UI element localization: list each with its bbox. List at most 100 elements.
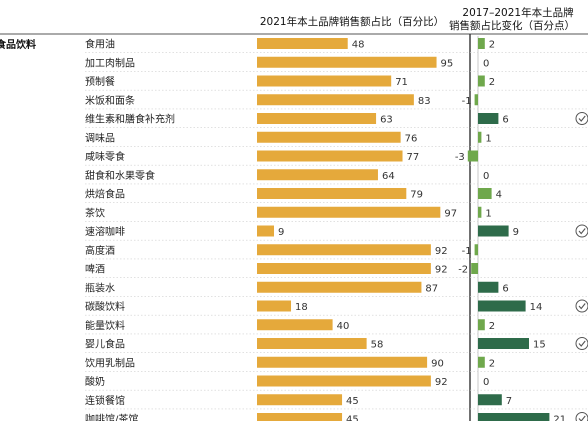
change-bar [478, 319, 485, 331]
category-label: 茶饮 [85, 206, 105, 219]
change-value-label: 9 [513, 227, 519, 238]
share-bar [257, 113, 377, 124]
change-bar [478, 356, 485, 368]
category-label: 米饭和面条 [85, 94, 135, 107]
change-value-label: 2 [489, 321, 495, 332]
panel2-title-line2: 销售额占比变化（百分点） [449, 19, 575, 32]
change-value-label: 6 [502, 115, 508, 126]
share-value-label: 63 [380, 115, 393, 126]
share-bar [257, 150, 403, 162]
change-bar [478, 113, 499, 124]
check-circle-icon [575, 337, 588, 350]
share-value-label: 58 [371, 340, 384, 351]
share-value-label: 79 [410, 190, 423, 201]
category-label: 预制餐 [85, 75, 115, 88]
share-value-label: 83 [418, 96, 431, 107]
change-bar [471, 263, 478, 274]
share-value-label: 9 [278, 227, 284, 238]
share-bar [257, 131, 401, 143]
category-label: 饮用乳制品 [85, 356, 135, 369]
category-label: 甜食和水果零食 [85, 169, 155, 182]
category-label: 高度酒 [85, 244, 115, 257]
share-value-label: 97 [444, 208, 457, 219]
check-mark-icon [578, 115, 586, 122]
check-circle-icon [575, 224, 588, 238]
change-value-label: -1 [462, 246, 472, 257]
change-bar [478, 338, 529, 349]
share-bar [257, 263, 431, 274]
share-bar [257, 244, 431, 256]
category-label: 能量饮料 [85, 319, 125, 332]
share-bar [257, 56, 437, 68]
change-value-label: 2 [489, 77, 495, 88]
check-mark-icon [578, 415, 586, 422]
category-label: 婴儿食品 [85, 338, 125, 351]
change-value-label: 14 [530, 302, 543, 313]
share-value-label: 95 [441, 58, 454, 69]
change-value-label: 0 [483, 377, 489, 388]
check-circle-icon [575, 299, 588, 313]
share-bar [257, 319, 333, 331]
share-bar [257, 281, 422, 293]
share-value-label: 18 [295, 302, 308, 313]
change-value-label: -2 [458, 265, 468, 276]
share-bar [257, 225, 275, 237]
share-value-label: 71 [395, 77, 408, 88]
change-bar [478, 206, 482, 218]
change-value-label: 21 [553, 415, 566, 422]
change-value-label: 0 [483, 171, 489, 182]
category-label: 烘焙食品 [85, 188, 125, 201]
change-bar [478, 38, 485, 49]
share-bar [257, 188, 407, 199]
share-value-label: 92 [435, 377, 448, 388]
change-bar [474, 94, 478, 106]
share-value-label: 77 [407, 152, 420, 163]
change-value-label: 7 [506, 396, 512, 407]
change-bar [478, 281, 499, 293]
share-value-label: 90 [431, 358, 444, 369]
share-value-label: 92 [435, 246, 448, 257]
share-bar [257, 94, 414, 106]
category-label: 咖啡馆/茶馆 [85, 413, 138, 422]
category-label: 加工肉制品 [85, 56, 135, 69]
category-label: 碳酸饮料 [85, 300, 125, 313]
change-bar [478, 75, 485, 87]
category-label: 啤酒 [85, 264, 105, 276]
share-value-label: 45 [346, 396, 359, 407]
change-bar [478, 413, 550, 424]
change-bar [478, 225, 509, 237]
check-mark-icon [578, 340, 586, 347]
category-label: 速溶咖啡 [85, 225, 125, 238]
check-mark-icon [578, 303, 586, 310]
category-label: 食用油 [85, 38, 115, 51]
share-bar [257, 394, 343, 406]
change-bar [474, 244, 478, 256]
share-value-label: 48 [352, 40, 365, 51]
category-label: 瓶装水 [85, 281, 115, 294]
change-bar [478, 188, 492, 199]
category-label: 调味品 [85, 132, 115, 144]
share-bar [257, 169, 378, 181]
change-value-label: 4 [496, 190, 502, 201]
share-value-label: 45 [346, 415, 359, 422]
change-bar [478, 394, 502, 406]
share-bar [257, 300, 292, 312]
category-label: 咸味零食 [85, 150, 125, 163]
share-bar [257, 38, 348, 49]
share-value-label: 92 [435, 265, 448, 276]
share-value-label: 64 [382, 171, 395, 182]
share-value-label: 40 [337, 321, 350, 332]
check-mark-icon [578, 228, 586, 235]
change-bar [478, 131, 482, 143]
change-value-label: 15 [533, 340, 546, 351]
share-bar [257, 75, 392, 87]
change-bar [478, 300, 526, 312]
change-value-label: 1 [485, 133, 491, 144]
change-value-label: 2 [489, 40, 495, 51]
share-bar [257, 356, 428, 368]
change-value-label: -1 [462, 96, 472, 107]
share-bar [257, 338, 367, 349]
panel2-title-line1: 2017–2021年本土品牌 [462, 6, 574, 19]
